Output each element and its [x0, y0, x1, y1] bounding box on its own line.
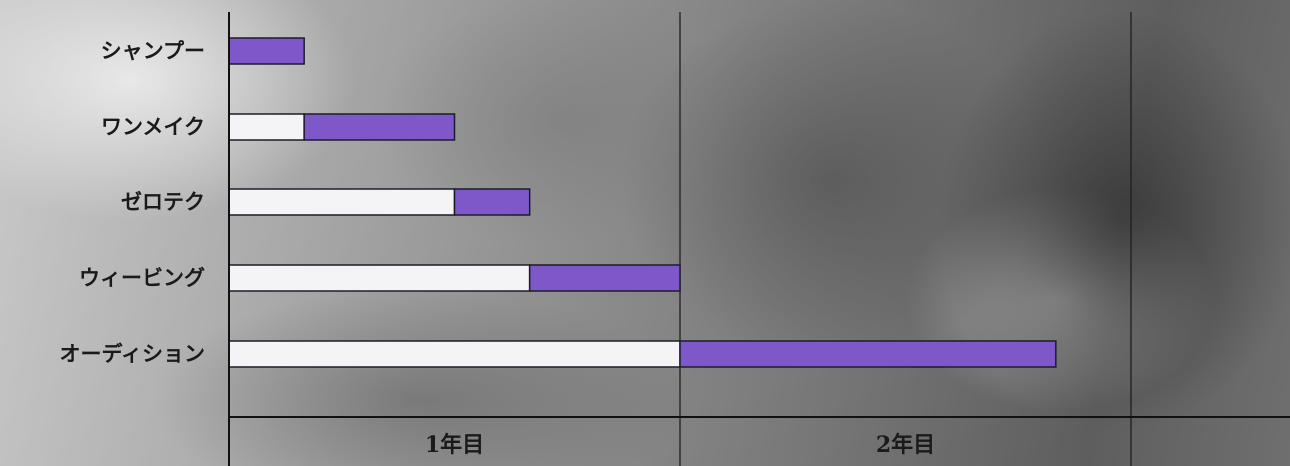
bar-highlight-5 [679, 340, 1057, 368]
bars [228, 37, 1057, 368]
x-tick-label-2: 2年目 [876, 432, 935, 458]
x-tick-labels: 1年目 2年目 [425, 432, 935, 458]
bar-base-3 [228, 188, 456, 216]
category-label-2: ワンメイク [101, 114, 205, 139]
x-tick-label-1: 1年目 [425, 432, 484, 458]
bar-base-2 [228, 113, 305, 141]
bar-highlight-3 [453, 188, 531, 216]
axes [228, 12, 1290, 466]
category-label-4: ウィービング [79, 265, 205, 290]
bar-highlight-4 [528, 264, 681, 292]
bar-highlight-2 [303, 113, 456, 141]
bar-base-4 [228, 264, 531, 292]
bar-highlight-1 [228, 37, 305, 65]
category-label-3: ゼロテク [121, 189, 205, 214]
category-label-5: オーディション [59, 341, 205, 366]
category-label-1: シャンプー [101, 38, 205, 63]
bar-base-5 [228, 340, 681, 368]
grid-lines [679, 12, 1132, 466]
